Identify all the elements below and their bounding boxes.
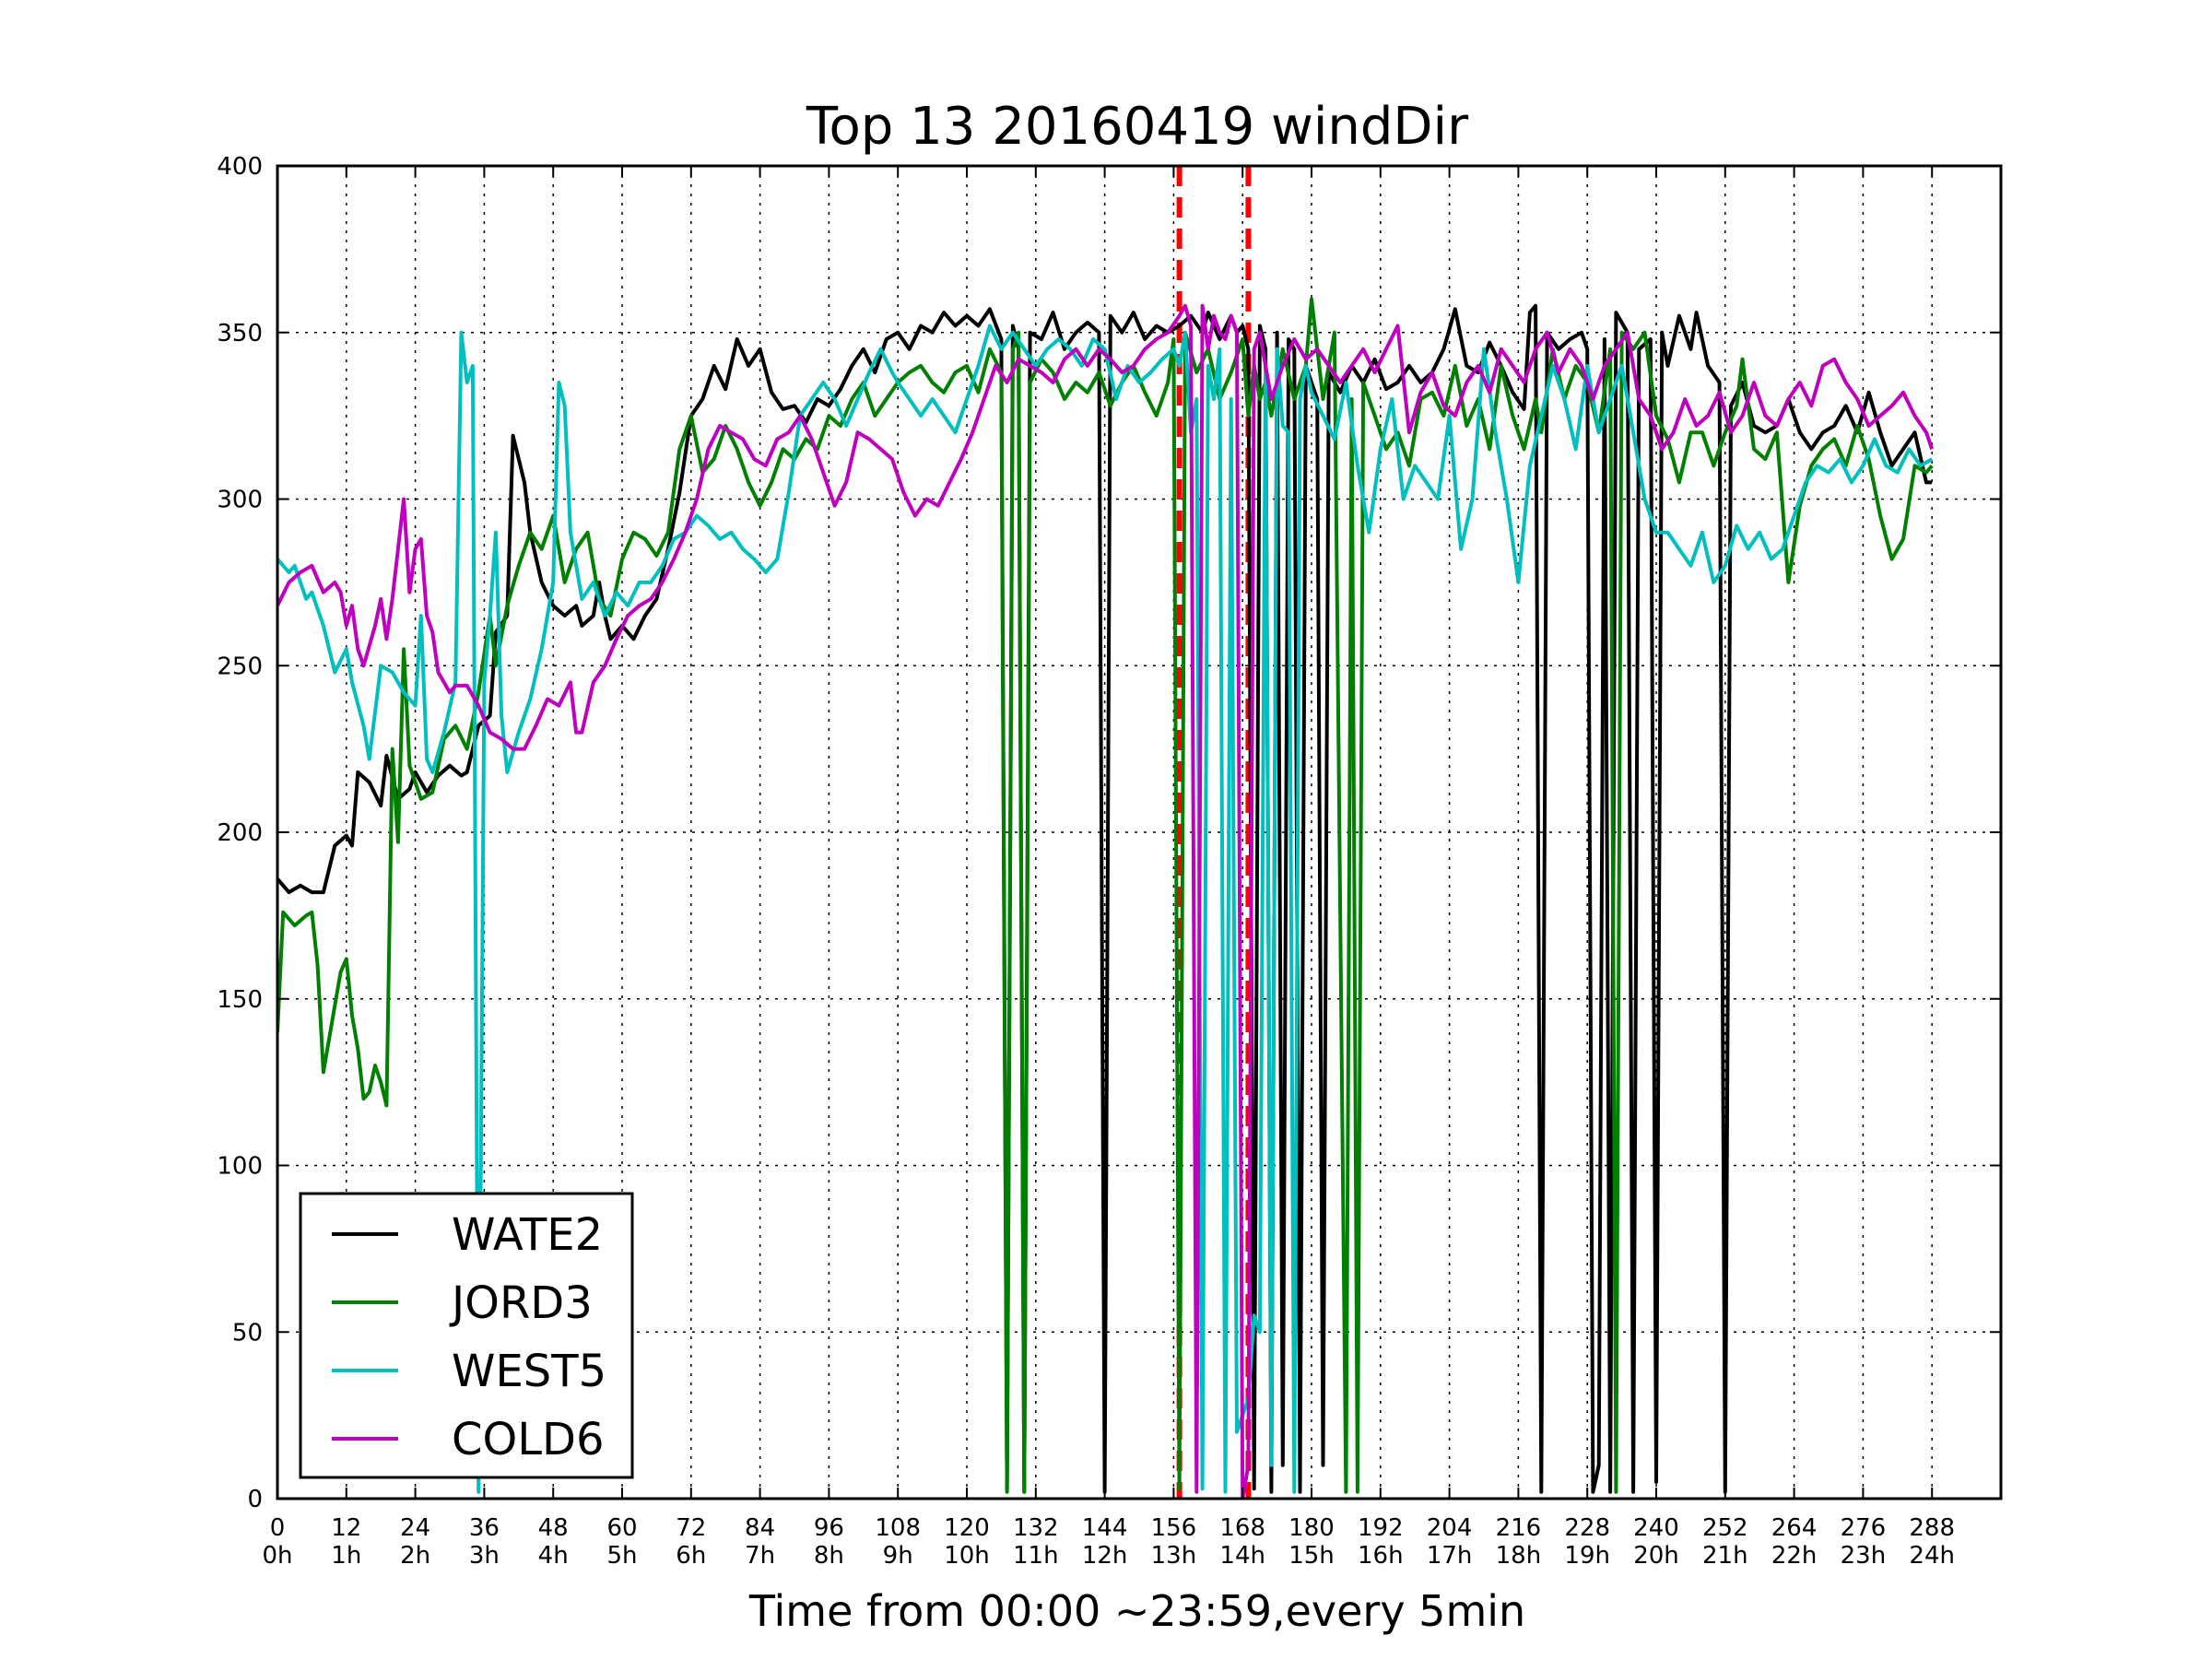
x-tick-label: 276 (1841, 1514, 1887, 1542)
y-tick-label: 150 (217, 986, 263, 1014)
x-tick-hour-label: 23h (1841, 1542, 1887, 1570)
legend-box (299, 1192, 634, 1479)
y-tick-label: 400 (217, 153, 263, 181)
x-tick-hour-label: 24h (1909, 1542, 1955, 1570)
x-tick-label: 132 (1013, 1514, 1059, 1542)
x-tick-hour-label: 16h (1358, 1542, 1404, 1570)
x-tick-hour-label: 18h (1496, 1542, 1542, 1570)
y-tick-label: 100 (217, 1153, 263, 1181)
x-tick-hour-label: 14h (1219, 1542, 1265, 1570)
x-tick-label: 240 (1633, 1514, 1679, 1542)
legend-label: COLD6 (452, 1414, 605, 1465)
legend-label: WEST5 (452, 1346, 606, 1397)
x-tick-hour-label: 1h (331, 1542, 361, 1570)
legend-label: WATE2 (452, 1209, 603, 1261)
x-tick-label: 0 (270, 1514, 286, 1542)
x-tick-label: 108 (875, 1514, 921, 1542)
x-tick-hour-label: 11h (1013, 1542, 1059, 1570)
x-tick-label: 216 (1496, 1514, 1542, 1542)
x-tick-label: 84 (745, 1514, 775, 1542)
series-lines (277, 297, 1935, 1499)
grid (277, 166, 2001, 1499)
x-tick-label: 60 (606, 1514, 637, 1542)
x-tick-label: 48 (538, 1514, 569, 1542)
x-tick-hour-label: 12h (1082, 1542, 1128, 1570)
x-tick-hour-label: 13h (1151, 1542, 1197, 1570)
y-tick-label: 250 (217, 653, 263, 680)
x-tick-hour-label: 17h (1427, 1542, 1473, 1570)
x-tick-hour-label: 0h (262, 1542, 292, 1570)
x-tick-hour-label: 8h (814, 1542, 844, 1570)
x-tick-label: 288 (1909, 1514, 1955, 1542)
x-tick-hour-label: 5h (606, 1542, 637, 1570)
x-tick-label: 12 (331, 1514, 361, 1542)
x-tick-label: 204 (1427, 1514, 1473, 1542)
y-tick-label: 0 (247, 1486, 263, 1513)
x-tick-label: 144 (1082, 1514, 1128, 1542)
x-tick-hour-label: 6h (676, 1542, 706, 1570)
x-tick-label: 24 (400, 1514, 430, 1542)
y-axis: 0 50 100 150 200 250 300 350 400 (217, 153, 2001, 1513)
x-tick-hour-label: 2h (400, 1542, 430, 1570)
x-tick-hour-label: 19h (1564, 1542, 1610, 1570)
x-tick-hour-label: 22h (1771, 1542, 1818, 1570)
legend-label: JORD3 (449, 1277, 593, 1329)
x-tick-hour-label: 15h (1288, 1542, 1335, 1570)
chart-title: Top 13 20160419 windDir (806, 97, 1469, 157)
x-tick-hour-label: 4h (538, 1542, 569, 1570)
x-tick-hour-label: 20h (1633, 1542, 1679, 1570)
x-tick-label: 72 (676, 1514, 706, 1542)
y-tick-label: 350 (217, 320, 263, 347)
x-tick-label: 120 (944, 1514, 990, 1542)
x-tick-hour-label: 9h (883, 1542, 913, 1570)
x-tick-label: 156 (1151, 1514, 1197, 1542)
x-tick-label: 36 (469, 1514, 500, 1542)
x-tick-hour-label: 21h (1702, 1542, 1748, 1570)
x-tick-label: 192 (1358, 1514, 1404, 1542)
y-tick-label: 300 (217, 487, 263, 514)
x-tick-label: 180 (1288, 1514, 1335, 1542)
x-tick-label: 252 (1702, 1514, 1748, 1542)
x-tick-hour-label: 7h (745, 1542, 775, 1570)
x-axis-label: Time from 00:00 ~23:59,every 5min (748, 1586, 1525, 1636)
y-tick-label: 50 (232, 1319, 263, 1347)
x-tick-hour-label: 3h (469, 1542, 500, 1570)
x-tick-label: 96 (814, 1514, 844, 1542)
x-tick-label: 264 (1771, 1514, 1818, 1542)
series-line-cold6 (277, 303, 1935, 1499)
legend: WATE2 JORD3 WEST5 COLD6 (299, 1192, 634, 1479)
y-tick-label: 200 (217, 819, 263, 847)
series-line-wate2 (277, 303, 1933, 1494)
x-tick-label: 228 (1564, 1514, 1610, 1542)
series-line-west5 (277, 324, 1934, 1494)
x-tick-hour-label: 10h (944, 1542, 990, 1570)
x-tick-label: 168 (1219, 1514, 1265, 1542)
